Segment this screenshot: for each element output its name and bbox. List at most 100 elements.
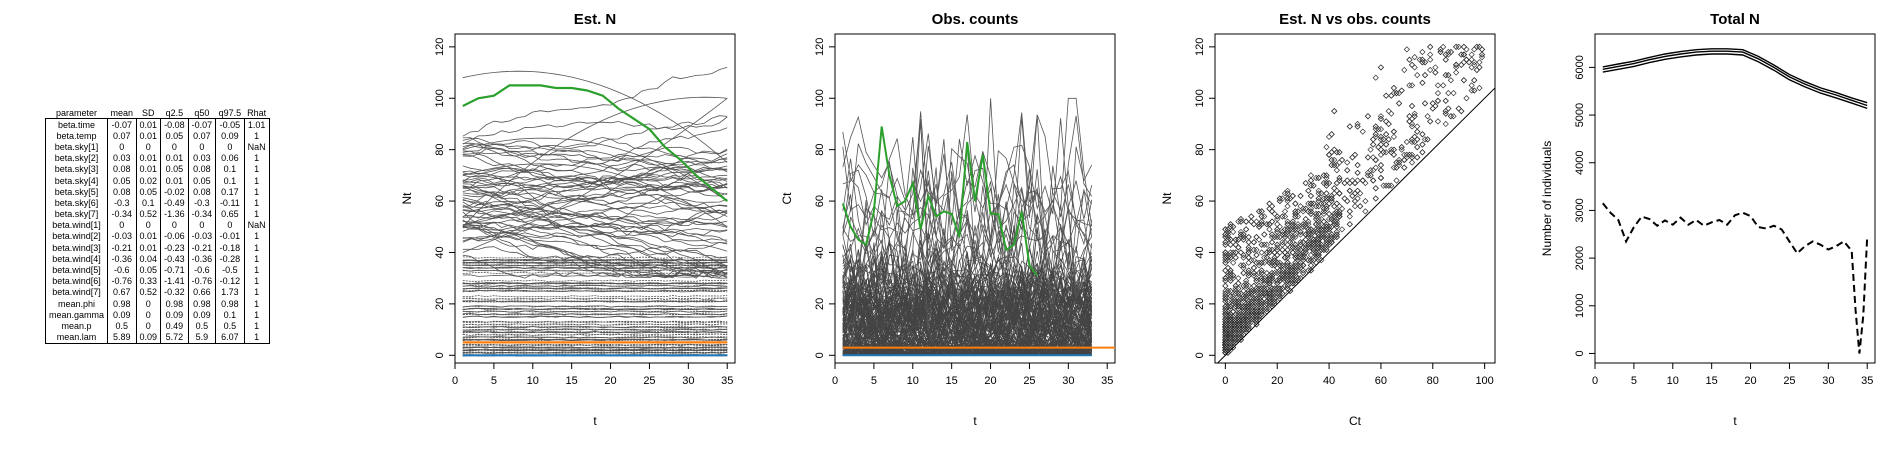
scatter-point	[1370, 136, 1377, 143]
scatter-point	[1271, 259, 1278, 266]
table-cell: 0.09	[215, 130, 245, 142]
grey-trajectory	[462, 184, 728, 226]
scatter-point	[1222, 267, 1229, 274]
scatter-point	[1240, 282, 1247, 289]
scatter-point	[1325, 239, 1333, 246]
y-tick-label: 2000	[1574, 246, 1586, 270]
scatter-point	[1460, 43, 1467, 50]
table-cell: 0.01	[136, 130, 162, 142]
table-cell: 0	[136, 320, 162, 332]
scatter-point	[1245, 254, 1252, 261]
table-cell: -0.07	[188, 118, 217, 131]
scatter-point	[1336, 177, 1343, 184]
scatter-point	[1344, 197, 1351, 205]
scatter-point	[1383, 118, 1390, 125]
scatter-point	[1297, 228, 1304, 236]
scatter-point	[1300, 257, 1307, 264]
chart-title: Obs. counts	[932, 11, 1019, 28]
table-cell: beta.wind[5]	[44, 264, 109, 276]
scatter-point	[1432, 69, 1439, 76]
scatter-point	[1377, 141, 1385, 148]
scatter-point	[1232, 321, 1239, 328]
table-header-cell: parameter	[56, 107, 98, 118]
scatter-point	[1307, 182, 1315, 189]
scatter-point	[1333, 200, 1340, 207]
table-cell: -0.28	[215, 253, 245, 265]
scatter-point	[1331, 203, 1338, 210]
scatter-point	[1372, 74, 1379, 81]
table-cell: 0.04	[136, 253, 162, 265]
parameter-table: parameter mean SD q2.5 q50 q97.5 Rhat beta.tim…	[44, 107, 270, 344]
scatter-point	[1328, 215, 1335, 223]
scatter-point	[1364, 113, 1372, 120]
table-cell: 0.09	[188, 309, 217, 321]
scatter-point	[1289, 249, 1296, 256]
scatter-point	[1372, 156, 1379, 164]
scatter-point	[1419, 56, 1426, 63]
scatter-point	[1261, 259, 1268, 266]
table-cell: -0.01	[215, 230, 245, 243]
scatter-point	[1406, 82, 1413, 89]
scatter-point	[1460, 77, 1467, 84]
scatter-point	[1240, 269, 1247, 277]
y-tick-label: 40	[1194, 246, 1206, 258]
scatter-point	[1463, 95, 1470, 102]
table-header-cell: q2.5	[165, 107, 184, 118]
scatter-point	[1333, 179, 1340, 187]
grey-trajectory	[462, 320, 728, 324]
scatter-point	[1294, 221, 1302, 228]
scatter-point	[1253, 275, 1260, 282]
scatter-point	[1458, 108, 1465, 115]
scatter-point	[1320, 210, 1327, 218]
scatter-point	[1442, 97, 1449, 104]
total-n-series-2	[1602, 53, 1868, 110]
scatter-point	[1393, 177, 1400, 184]
scatter-point	[1274, 226, 1281, 233]
grey-trajectory	[462, 192, 728, 210]
table-cell: 0.07	[107, 130, 137, 142]
table-cell: 0.02	[136, 174, 162, 187]
table-cell: 1	[244, 331, 270, 344]
scatter-point	[1268, 218, 1276, 225]
scatter-point	[1245, 254, 1252, 261]
grey-trajectory	[462, 163, 728, 228]
scatter-point	[1395, 100, 1403, 107]
table-cell: -0.6	[188, 264, 217, 276]
scatter-point	[1284, 226, 1291, 233]
scatter-point	[1255, 236, 1263, 243]
scatter-point	[1240, 287, 1247, 295]
scatter-point	[1305, 187, 1312, 194]
scatter-point	[1232, 241, 1239, 248]
scatter-point	[1258, 308, 1265, 315]
grey-trajectory	[462, 259, 728, 262]
table-cell: 0.67	[107, 286, 137, 298]
scatter-point	[1442, 110, 1449, 117]
scatter-point	[1377, 146, 1385, 153]
grey-trajectory	[462, 336, 728, 339]
scatter-point	[1333, 231, 1340, 238]
table-cell: 0	[136, 309, 162, 321]
scatter-point	[1307, 172, 1315, 179]
table-cell: -0.34	[188, 208, 217, 220]
scatter-point	[1320, 179, 1327, 187]
scatter-point	[1253, 321, 1260, 328]
scatter-point	[1263, 221, 1270, 228]
scatter-point	[1227, 277, 1234, 284]
scatter-point	[1297, 239, 1304, 246]
scatter-point	[1375, 143, 1382, 151]
scatter-point	[1289, 249, 1296, 256]
table-cell: 0	[107, 141, 137, 153]
grey-trajectory	[462, 351, 728, 354]
scatter-point	[1232, 287, 1239, 295]
scatter-point	[1419, 141, 1426, 148]
grey-count-series	[842, 111, 1093, 263]
y-tick-label: 60	[434, 195, 446, 207]
scatter-point	[1471, 59, 1478, 66]
scatter-point	[1336, 210, 1343, 218]
table-cell: 0.01	[136, 230, 162, 243]
scatter-point	[1346, 179, 1353, 187]
scatter-point	[1349, 177, 1356, 184]
scatter-point	[1279, 246, 1286, 254]
table-row: mean.lam 5.89 0.09 5.72 5.9 6.07 1	[44, 331, 270, 344]
scatter-point	[1460, 77, 1467, 84]
